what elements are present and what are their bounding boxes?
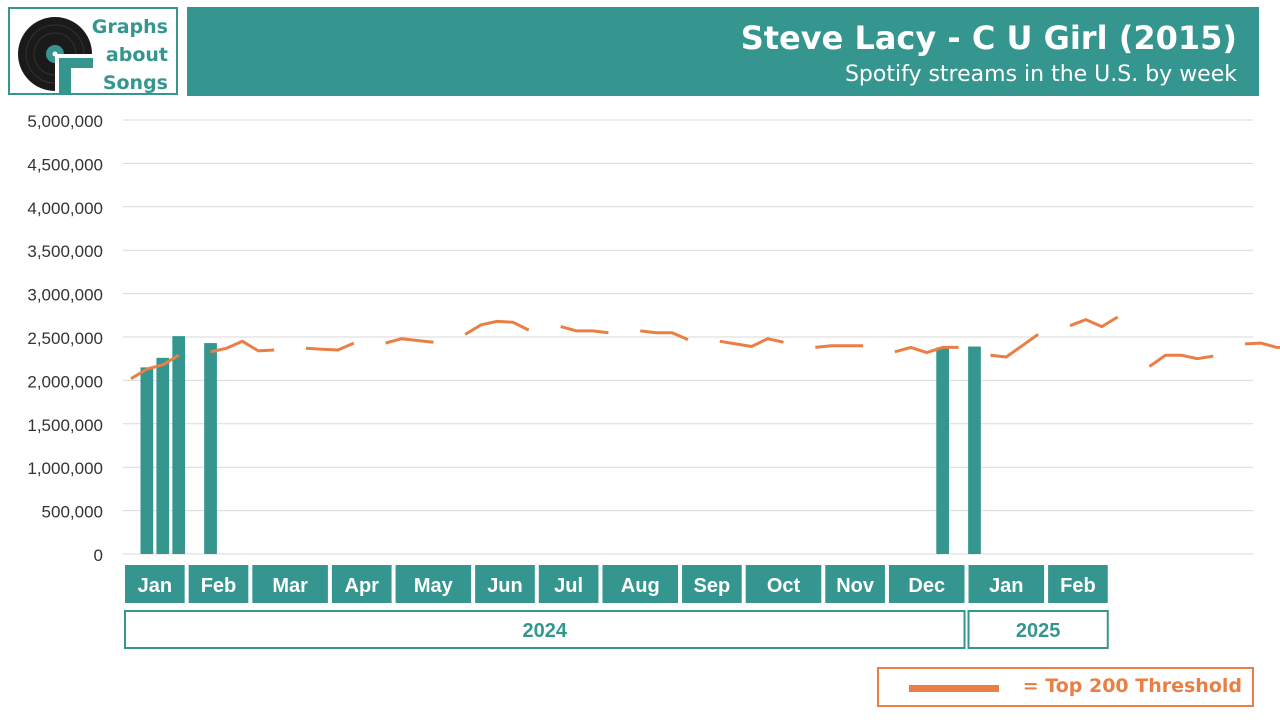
threshold-line-segment-7 [719,337,784,348]
bar-week-2 [156,357,170,554]
vinyl-record-icon [18,17,95,93]
threshold-line-segment-2 [305,341,355,352]
logo-line-3: Songs [102,72,168,94]
y-tick-label-0: 0 [94,546,103,565]
month-label-7: Aug [621,575,660,597]
threshold-line-segment-11 [1069,315,1119,329]
threshold-line-segment-8 [815,344,864,349]
logo-line-2: about [105,44,168,66]
month-box-0 [125,565,185,603]
month-label-6: Jul [554,575,583,597]
month-box-1 [188,565,249,603]
logo-line-1: Graphs [91,16,168,38]
chart-title: Steve Lacy - C U Girl (2015) [740,19,1237,57]
month-box-3 [331,565,392,603]
month-label-2: Mar [272,575,308,597]
month-box-4 [395,565,472,603]
month-label-12: Jan [989,575,1023,597]
month-label-1: Feb [201,575,237,597]
streams-chart: 0 500,000 1,000,000 1,500,000 2,000,000 2,500… [27,112,1280,649]
threshold-line-segment-12 [1148,353,1214,368]
y-tick-label-5: 2,500,000 [27,329,103,348]
month-label-8: Sep [694,575,731,597]
y-tick-label-1: 500,000 [42,503,103,522]
month-label-13: Feb [1060,575,1096,597]
logo-text: Graphs about Songs [92,13,168,97]
month-box-13 [1048,565,1108,603]
y-tick-label-6: 3,000,000 [27,286,103,305]
month-box-12 [968,565,1045,603]
month-box-7 [602,565,679,603]
month-label-9: Oct [767,575,801,597]
y-tick-label-10: 5,000,000 [27,112,103,131]
threshold-line-segment-1 [210,339,275,354]
month-box-6 [538,565,599,603]
bar-week-3 [172,336,186,554]
month-label-0: Jan [138,575,172,597]
bar-week-53 [968,346,981,554]
y-tick-label-4: 2,000,000 [27,372,103,391]
bar-week-1 [140,367,154,554]
threshold-line-segment-9 [894,345,959,355]
month-box-8 [682,565,742,603]
threshold-line-segment-5 [560,325,609,335]
month-label-4: May [414,575,454,597]
bar-week-5 [204,343,217,554]
year-label-1: 2025 [1016,620,1061,642]
legend-threshold-swatch [909,685,999,692]
threshold-line-segment-13 [1244,341,1280,349]
title-banner: Steve Lacy - C U Girl (2015) Spotify str… [187,7,1259,96]
y-tick-label-9: 4,500,000 [27,155,103,174]
month-label-5: Jun [487,575,523,597]
month-label-10: Nov [836,575,875,597]
month-box-5 [475,565,535,603]
chart-subtitle: Spotify streams in the U.S. by week [844,62,1237,87]
month-box-10 [825,565,885,603]
month-box-9 [745,565,822,603]
threshold-line-segment-0 [130,353,180,380]
logo: Graphs about Songs [8,7,178,95]
year-label-0: 2024 [523,620,568,642]
y-tick-label-3: 1,500,000 [27,416,103,435]
month-box-11 [888,565,965,603]
y-tick-label-7: 3,500,000 [27,242,103,261]
month-label-3: Apr [345,575,380,597]
year-box-0 [124,610,966,649]
y-tick-label-2: 1,000,000 [27,459,103,478]
threshold-line-segment-10 [990,333,1039,359]
legend-threshold-label: = Top 200 Threshold [1022,675,1242,697]
bar-week-51 [936,347,950,554]
month-label-11: Dec [908,575,945,597]
month-box-2 [252,565,328,603]
legend: = Top 200 Threshold [877,667,1254,707]
year-box-1 [967,610,1109,649]
threshold-line-segment-3 [385,337,434,345]
y-tick-label-8: 4,000,000 [27,199,103,218]
threshold-line-segment-6 [640,329,689,341]
threshold-line-segment-4 [464,319,530,336]
